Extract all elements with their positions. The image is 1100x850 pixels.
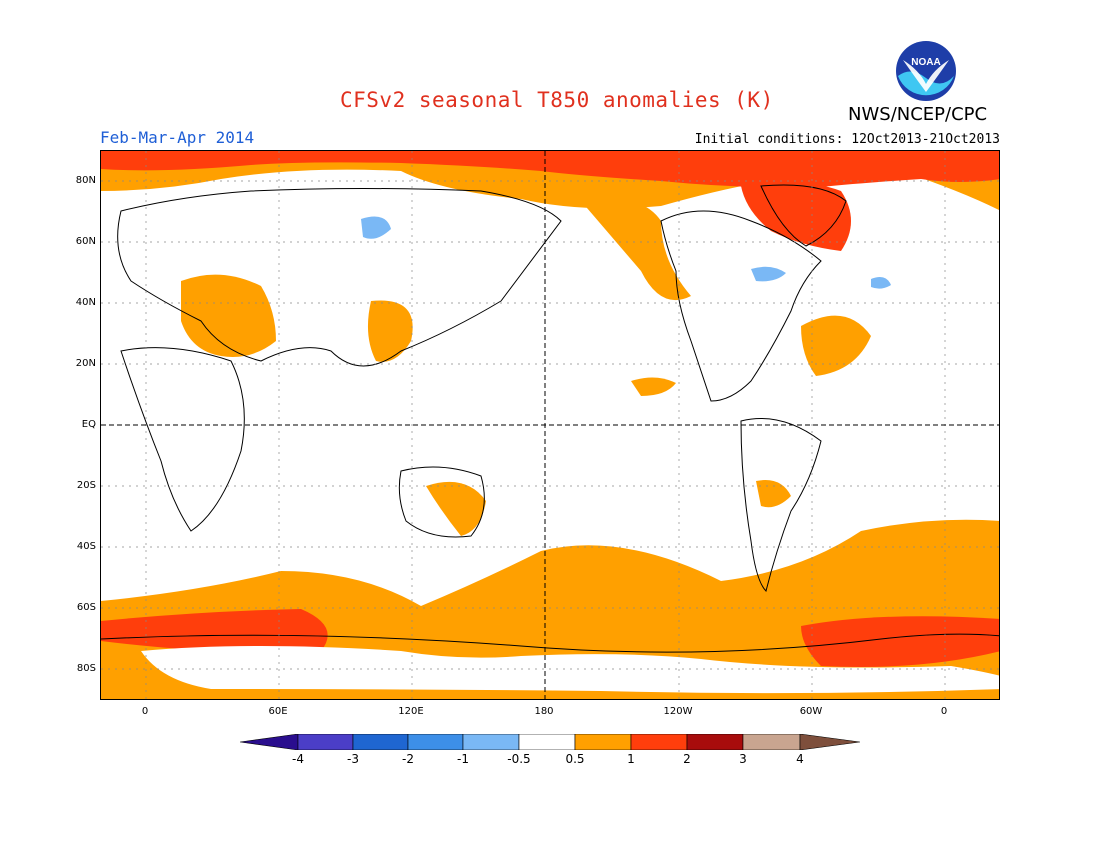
lon-label-0: 0 xyxy=(141,706,149,717)
graticule xyxy=(101,151,999,699)
colorbar-bin-m3-m2 xyxy=(352,734,409,750)
coastlines xyxy=(101,184,999,653)
lat-label-40n: 40N xyxy=(75,297,96,308)
lon-label-120w: 120W xyxy=(663,706,693,717)
noaa-logo: NOAA xyxy=(896,41,956,101)
colorbar-bin-1-2 xyxy=(630,734,688,750)
noaa-logo-text: NOAA xyxy=(911,57,940,68)
colorbar-arrow-min xyxy=(240,734,299,750)
greenland-warm xyxy=(741,182,851,251)
equator-dateline xyxy=(101,151,999,699)
arctic-strong-warm xyxy=(101,151,999,188)
lon-label-180: 180 xyxy=(534,706,554,717)
lon-label-0-east: 0 xyxy=(940,706,948,717)
colorbar-label-m4: -4 xyxy=(292,752,304,766)
colorbar-bin-neutral xyxy=(518,734,576,750)
coast-africa xyxy=(120,347,245,532)
lat-label-40s: 40S xyxy=(76,541,96,552)
colorbar-bin-2-3 xyxy=(686,734,744,750)
colorbar-label-4: 4 xyxy=(796,752,804,766)
colorbar-bin-m4-m3 xyxy=(297,734,354,750)
antarctic-strong-warm xyxy=(801,616,999,667)
cool-spot-atlantic xyxy=(871,277,891,289)
coast-antarctica xyxy=(101,633,999,653)
colorbar-label-3: 3 xyxy=(739,752,747,766)
atlantic-warm xyxy=(801,315,871,376)
lat-label-60n: 60N xyxy=(75,236,96,247)
colorbar-bin-m2-m1 xyxy=(407,734,464,750)
coast-europe-asia xyxy=(117,188,562,367)
coast-south-america xyxy=(740,418,822,592)
cool-spot-hudson xyxy=(751,266,786,282)
colorbar-label-m3: -3 xyxy=(347,752,359,766)
colorbar-bin-3-4 xyxy=(742,734,801,750)
coast-greenland xyxy=(760,184,847,247)
south-america-warm xyxy=(756,480,791,508)
initial-conditions: Initial conditions: 12Oct2013-21Oct2013 xyxy=(694,132,1000,147)
colorbar-label-1: 1 xyxy=(627,752,635,766)
lat-label-80s: 80S xyxy=(76,663,96,674)
forecast-period: Feb-Mar-Apr 2014 xyxy=(100,128,255,147)
lat-label-20n: 20N xyxy=(75,358,96,369)
europe-asia-warm xyxy=(181,274,276,357)
anomaly-map-svg xyxy=(101,151,999,699)
colorbar-label-m2: -2 xyxy=(402,752,414,766)
coast-australia xyxy=(398,466,485,538)
coast-north-america xyxy=(660,210,822,402)
lon-label-60w: 60W xyxy=(799,706,823,717)
colorbar-label-05: 0.5 xyxy=(565,752,585,766)
southern-ocean-strong-warm xyxy=(101,609,328,653)
central-asia-warm xyxy=(367,300,413,362)
colorbar-bin-m1-m05 xyxy=(462,734,520,750)
colorbar xyxy=(240,734,860,750)
tropical-pacific-warm xyxy=(631,377,676,396)
antarctic-neutral xyxy=(141,646,999,694)
colorbar-label-m1: -1 xyxy=(457,752,469,766)
colorbar-label-m05: -0.5 xyxy=(507,752,531,766)
cool-spot-siberia xyxy=(361,216,391,239)
anomaly-map xyxy=(100,150,1000,700)
organization-label: NWS/NCEP/CPC xyxy=(848,104,988,125)
lat-label-eq: EQ xyxy=(81,419,96,430)
alaska-warm xyxy=(581,198,691,301)
colorbar-bin-05-1 xyxy=(574,734,632,750)
lat-label-20s: 20S xyxy=(76,480,96,491)
map-title: CFSv2 seasonal T850 anomalies (K) xyxy=(340,88,774,112)
lon-label-120e: 120E xyxy=(398,706,424,717)
lon-label-60e: 60E xyxy=(268,706,288,717)
australia-warm xyxy=(426,481,486,536)
colorbar-arrow-max xyxy=(799,734,860,750)
lat-label-80n: 80N xyxy=(75,175,96,186)
lat-label-60s: 60S xyxy=(76,602,96,613)
colorbar-label-2: 2 xyxy=(683,752,691,766)
